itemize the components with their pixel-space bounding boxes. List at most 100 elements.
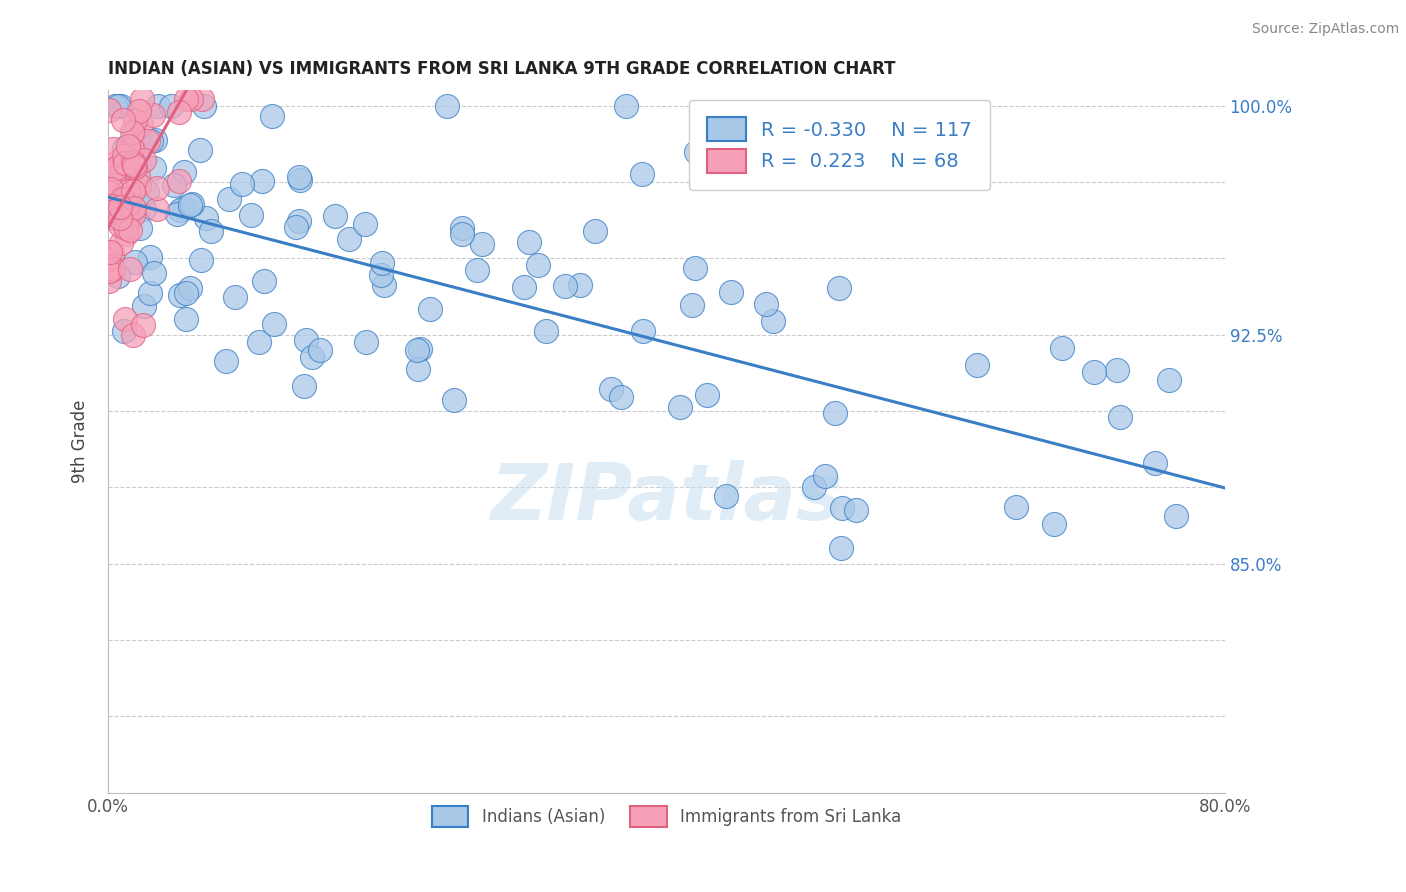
Point xyxy=(128,158,150,172)
Point xyxy=(263,317,285,331)
Point xyxy=(124,160,146,174)
Point xyxy=(231,177,253,191)
Point xyxy=(287,169,309,184)
Point xyxy=(98,274,121,288)
Point xyxy=(218,192,240,206)
Point xyxy=(121,140,143,154)
Point xyxy=(409,342,432,356)
Point xyxy=(139,285,162,300)
Point xyxy=(1143,456,1166,470)
Point xyxy=(179,198,201,212)
Point xyxy=(117,213,139,227)
Point xyxy=(727,144,749,158)
Point xyxy=(98,252,121,267)
Point xyxy=(118,222,141,236)
Point xyxy=(98,103,121,118)
Point xyxy=(301,350,323,364)
Point xyxy=(146,180,169,194)
Point xyxy=(110,98,132,112)
Point xyxy=(114,156,136,170)
Point xyxy=(104,98,127,112)
Point xyxy=(143,161,166,175)
Point xyxy=(517,235,540,250)
Point xyxy=(200,223,222,237)
Point xyxy=(568,277,591,292)
Point xyxy=(762,314,785,328)
Point xyxy=(325,209,347,223)
Point xyxy=(139,250,162,264)
Point xyxy=(110,235,132,250)
Point xyxy=(1043,516,1066,531)
Point xyxy=(104,162,127,177)
Point xyxy=(132,318,155,333)
Point xyxy=(145,202,167,217)
Point xyxy=(146,98,169,112)
Point xyxy=(124,112,146,127)
Point xyxy=(112,149,135,163)
Text: ZIPatlas: ZIPatlas xyxy=(491,459,842,536)
Point xyxy=(419,301,441,316)
Point xyxy=(681,298,703,312)
Point xyxy=(195,211,218,225)
Point xyxy=(190,92,212,106)
Point xyxy=(513,280,536,294)
Point xyxy=(193,98,215,112)
Point xyxy=(406,362,429,376)
Point xyxy=(373,278,395,293)
Point xyxy=(215,353,238,368)
Point xyxy=(98,245,121,260)
Point xyxy=(1109,409,1132,424)
Point xyxy=(830,541,852,555)
Point xyxy=(668,400,690,414)
Point xyxy=(247,334,270,349)
Point xyxy=(250,174,273,188)
Point xyxy=(136,185,159,199)
Point xyxy=(122,123,145,137)
Point xyxy=(755,296,778,310)
Point xyxy=(121,154,143,169)
Legend: Indians (Asian), Immigrants from Sri Lanka: Indians (Asian), Immigrants from Sri Lan… xyxy=(425,800,908,833)
Point xyxy=(169,202,191,217)
Point xyxy=(143,133,166,147)
Point xyxy=(98,249,121,263)
Point xyxy=(111,161,134,175)
Point xyxy=(1164,508,1187,523)
Point xyxy=(260,108,283,122)
Point xyxy=(610,390,633,404)
Point xyxy=(128,178,150,192)
Point xyxy=(1004,500,1026,514)
Point xyxy=(685,145,707,160)
Point xyxy=(132,299,155,313)
Point xyxy=(98,205,121,219)
Point xyxy=(108,218,131,232)
Point xyxy=(122,202,145,216)
Point xyxy=(132,153,155,167)
Point xyxy=(117,216,139,230)
Point xyxy=(117,184,139,198)
Point xyxy=(471,237,494,252)
Point xyxy=(131,92,153,106)
Text: INDIAN (ASIAN) VS IMMIGRANTS FROM SRI LANKA 9TH GRADE CORRELATION CHART: INDIAN (ASIAN) VS IMMIGRANTS FROM SRI LA… xyxy=(108,60,896,78)
Point xyxy=(354,217,377,231)
Point xyxy=(450,221,472,235)
Point xyxy=(309,343,332,358)
Point xyxy=(117,139,139,153)
Point xyxy=(599,382,621,396)
Point xyxy=(100,260,122,275)
Point xyxy=(107,268,129,283)
Point xyxy=(104,167,127,181)
Point xyxy=(110,211,132,225)
Point xyxy=(436,98,458,112)
Text: Source: ZipAtlas.com: Source: ZipAtlas.com xyxy=(1251,22,1399,37)
Point xyxy=(111,214,134,228)
Point xyxy=(129,117,152,131)
Point xyxy=(128,103,150,118)
Point xyxy=(288,214,311,228)
Point xyxy=(139,134,162,148)
Point xyxy=(173,165,195,179)
Point xyxy=(696,387,718,401)
Point xyxy=(122,185,145,199)
Point xyxy=(111,171,134,186)
Point xyxy=(112,193,135,207)
Point xyxy=(292,378,315,392)
